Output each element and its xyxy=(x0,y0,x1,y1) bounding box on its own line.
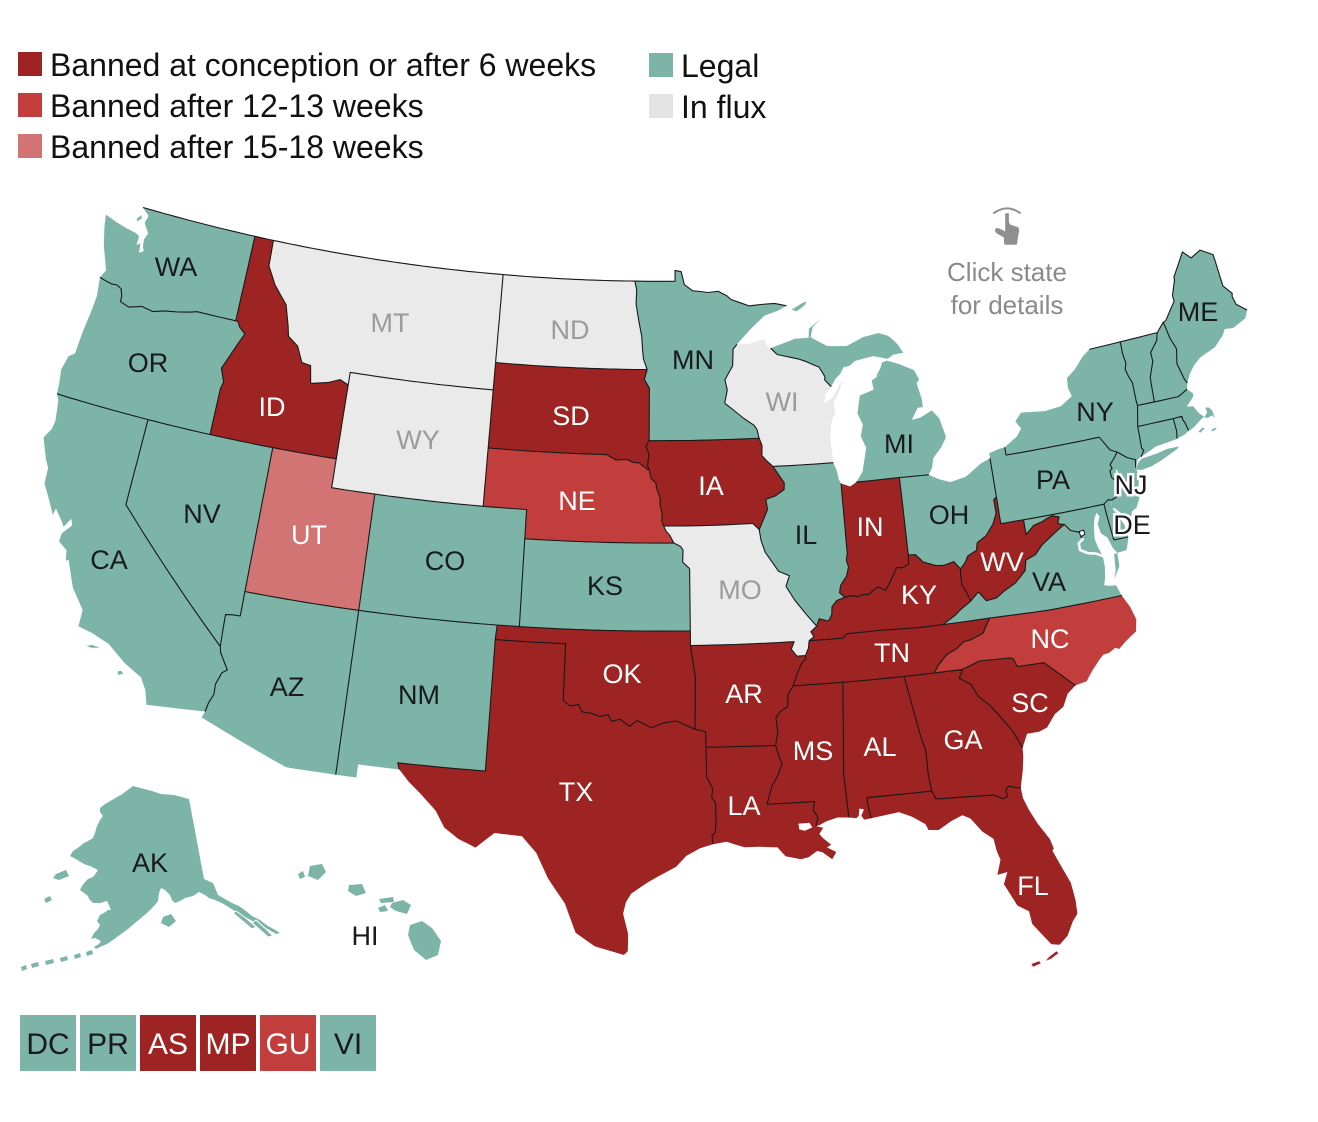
svg-text:AS: AS xyxy=(148,1028,188,1061)
svg-text:TN: TN xyxy=(874,638,910,668)
svg-text:GU: GU xyxy=(266,1028,311,1061)
svg-text:ID: ID xyxy=(259,392,286,422)
svg-text:WI: WI xyxy=(766,387,799,417)
svg-text:WY: WY xyxy=(396,425,440,455)
svg-text:WV: WV xyxy=(980,547,1024,577)
svg-text:DC: DC xyxy=(26,1028,69,1061)
svg-text:WA: WA xyxy=(155,252,198,282)
svg-text:MI: MI xyxy=(884,429,914,459)
svg-text:NJ: NJ xyxy=(1115,470,1148,500)
svg-text:ND: ND xyxy=(551,315,590,345)
svg-text:Legal: Legal xyxy=(681,48,759,84)
svg-text:PA: PA xyxy=(1036,465,1070,495)
svg-text:TX: TX xyxy=(559,777,594,807)
svg-text:CA: CA xyxy=(90,545,128,575)
svg-text:IL: IL xyxy=(795,520,818,550)
svg-text:PR: PR xyxy=(87,1028,129,1061)
svg-text:AR: AR xyxy=(725,679,763,709)
svg-text:NE: NE xyxy=(558,486,596,516)
svg-text:NV: NV xyxy=(183,499,221,529)
svg-text:NC: NC xyxy=(1031,624,1070,654)
svg-text:AK: AK xyxy=(132,848,168,878)
svg-text:ME: ME xyxy=(1178,297,1219,327)
svg-text:DE: DE xyxy=(1113,510,1151,540)
svg-text:GA: GA xyxy=(943,725,982,755)
svg-text:AZ: AZ xyxy=(270,672,305,702)
svg-text:In flux: In flux xyxy=(681,89,766,125)
svg-text:Banned after 12-13 weeks: Banned after 12-13 weeks xyxy=(50,88,424,124)
svg-text:VA: VA xyxy=(1032,567,1066,597)
svg-text:IN: IN xyxy=(857,512,884,542)
svg-text:SD: SD xyxy=(552,401,590,431)
svg-text:UT: UT xyxy=(291,520,327,550)
svg-text:OH: OH xyxy=(929,500,970,530)
svg-text:SC: SC xyxy=(1011,688,1049,718)
svg-text:MO: MO xyxy=(718,575,762,605)
svg-text:FL: FL xyxy=(1017,871,1049,901)
svg-text:MN: MN xyxy=(672,345,714,375)
svg-text:VI: VI xyxy=(334,1028,362,1061)
svg-text:NM: NM xyxy=(398,680,440,710)
svg-text:HI: HI xyxy=(352,921,379,951)
svg-text:Banned at conception or after: Banned at conception or after 6 weeks xyxy=(50,47,596,83)
svg-text:CO: CO xyxy=(425,546,466,576)
svg-text:AL: AL xyxy=(863,732,896,762)
svg-text:KS: KS xyxy=(587,571,623,601)
svg-text:MP: MP xyxy=(206,1028,251,1061)
svg-text:Click state: Click state xyxy=(947,257,1067,287)
svg-text:MT: MT xyxy=(371,308,410,338)
svg-text:for details: for details xyxy=(951,290,1064,320)
svg-text:OK: OK xyxy=(602,659,641,689)
svg-text:KY: KY xyxy=(901,580,937,610)
svg-text:MS: MS xyxy=(793,736,834,766)
svg-text:LA: LA xyxy=(727,791,760,821)
svg-text:Banned after 15-18 weeks: Banned after 15-18 weeks xyxy=(50,129,424,165)
svg-text:IA: IA xyxy=(698,471,724,501)
svg-text:OR: OR xyxy=(128,348,169,378)
svg-text:NY: NY xyxy=(1076,397,1114,427)
